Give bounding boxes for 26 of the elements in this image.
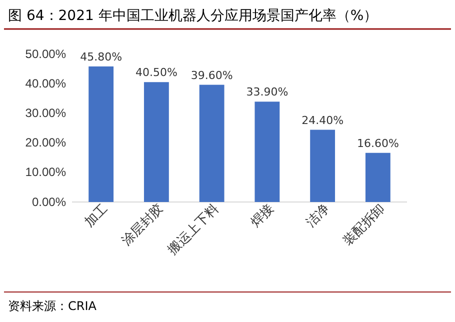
bar (144, 82, 169, 202)
x-tick-label: 装配拆卸 (340, 200, 388, 248)
bar (254, 102, 280, 202)
y-tick-label: 20.00% (25, 136, 66, 150)
y-tick-label: 40.00% (25, 76, 66, 90)
data-label: 40.50% (135, 66, 178, 80)
data-label: 45.80% (80, 50, 122, 64)
x-tick-label: 搬运上下料 (164, 200, 222, 258)
x-tick-label: 洁净 (302, 200, 332, 230)
y-tick-label: 10.00% (25, 165, 66, 180)
bar (310, 130, 336, 202)
bar (365, 152, 390, 202)
x-tick-label: 焊接 (248, 200, 277, 230)
bar (199, 84, 224, 202)
y-tick-label: 50.00% (25, 46, 66, 61)
x-tick-label: 涂层封胶 (118, 200, 166, 248)
data-label: 24.40% (302, 114, 344, 127)
text: 资料来源：CRIA (8, 299, 98, 313)
bar (88, 66, 114, 202)
chart-title: 图 64：2021 年中国工业机器人分应用场景国产化率（%） (8, 8, 378, 24)
x-tick-label: 加工 (81, 200, 110, 230)
data-label: 39.60% (190, 68, 233, 82)
data-label: 16.60% (356, 136, 399, 150)
data-label: 33.90% (246, 86, 288, 99)
y-tick-label: 0.00% (32, 194, 66, 209)
y-tick-label: 30.00% (25, 106, 66, 120)
